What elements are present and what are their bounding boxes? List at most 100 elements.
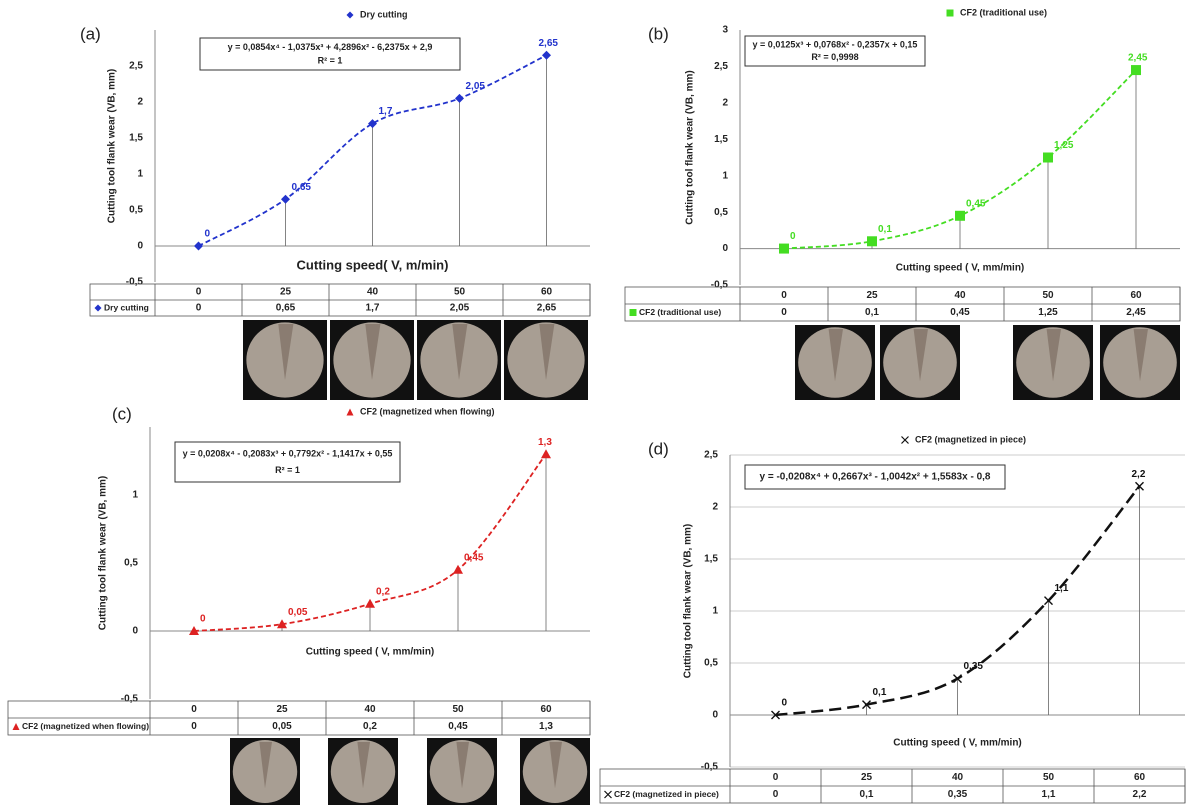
x-tick-label: 0 bbox=[196, 287, 202, 298]
point bbox=[277, 619, 287, 629]
point bbox=[867, 236, 877, 247]
photo-tool bbox=[828, 329, 843, 382]
x-tick-label: 25 bbox=[861, 772, 873, 783]
point bbox=[453, 564, 463, 574]
data-label: 0 bbox=[782, 698, 788, 709]
x-axis-label: Cutting speed( V, m/min) bbox=[297, 257, 449, 272]
chart-panel: (b) -0,5 0 0,5 1 1,5 2 2,5 3 Cutting tool flank w… bbox=[624, 7, 1181, 400]
x-axis-label: Cutting speed ( V, mm/min) bbox=[306, 647, 435, 658]
x-axis-label: Cutting speed ( V, mm/min) bbox=[896, 263, 1025, 274]
photo-tool bbox=[1046, 329, 1061, 382]
photo-tool bbox=[452, 324, 468, 380]
y-tick-label: 1,5 bbox=[704, 554, 718, 565]
trend-equation: y = 0,0125x³ + 0,0768x² - 0,2357x + 0,15 bbox=[753, 39, 918, 49]
table-value: 1,1 bbox=[1042, 789, 1056, 800]
y-tick-label: 2 bbox=[712, 502, 718, 513]
point bbox=[955, 210, 965, 221]
y-tick-label: 1 bbox=[722, 170, 728, 181]
data-label: 0 bbox=[790, 231, 796, 242]
legend-label: CF2 (traditional use) bbox=[639, 307, 721, 317]
y-axis-label: Cutting tool flank wear (VB, mm) bbox=[683, 524, 694, 678]
photo-tool bbox=[259, 742, 272, 789]
y-tick-label: 0,5 bbox=[124, 558, 138, 569]
x-tick-label: 50 bbox=[1043, 772, 1055, 783]
point bbox=[189, 626, 199, 635]
data-label: 2,2 bbox=[1132, 469, 1146, 480]
data-label: 0,65 bbox=[292, 182, 312, 193]
y-tick-label: 2,5 bbox=[129, 61, 143, 72]
y-tick-label: 0,5 bbox=[704, 658, 718, 669]
chart-title: CF2 (traditional use) bbox=[960, 7, 1047, 17]
point bbox=[1044, 596, 1053, 606]
legend-marker bbox=[346, 408, 354, 416]
trend-equation: y = 0,0208x⁴ - 0,2083x³ + 0,7792x² - 1,1… bbox=[183, 448, 393, 458]
y-axis-label: Cutting tool flank wear (VB, mm) bbox=[107, 69, 118, 223]
table-value: 0 bbox=[773, 789, 779, 800]
chart-panel: (d) -0,5 0 0,5 1 1,5 2 2,5 Cutting tool flank we… bbox=[599, 434, 1186, 804]
data-label: 0 bbox=[200, 614, 206, 625]
x-tick-label: 60 bbox=[1134, 772, 1146, 783]
point bbox=[1135, 481, 1144, 491]
data-label: 0,05 bbox=[288, 607, 308, 618]
data-label: 0,1 bbox=[878, 224, 892, 235]
legend-label: Dry cutting bbox=[104, 302, 149, 312]
legend-marker bbox=[901, 436, 909, 444]
point bbox=[365, 598, 375, 608]
y-tick-label: 0 bbox=[722, 243, 728, 254]
table-value: 2,45 bbox=[1126, 307, 1146, 318]
equation-box bbox=[744, 464, 1006, 490]
photo-tool bbox=[357, 742, 370, 789]
point bbox=[771, 710, 780, 720]
table-value: 0,65 bbox=[276, 303, 296, 314]
photo-tool bbox=[365, 324, 381, 380]
y-tick-label: 1,5 bbox=[129, 133, 143, 144]
table-value: 1,3 bbox=[539, 721, 553, 732]
y-tick-label: -0,5 bbox=[711, 280, 729, 291]
point bbox=[455, 93, 464, 103]
data-label: 1,1 bbox=[1055, 583, 1069, 594]
y-tick-label: 2 bbox=[137, 97, 143, 108]
r-squared: R² = 1 bbox=[318, 55, 343, 65]
y-tick-label: 2,5 bbox=[714, 61, 728, 72]
table-value: 2,05 bbox=[450, 303, 470, 314]
legend-marker bbox=[629, 309, 637, 316]
table-value: 0,2 bbox=[363, 721, 377, 732]
x-tick-label: 40 bbox=[954, 290, 966, 301]
y-tick-label: 0,5 bbox=[129, 205, 143, 216]
table-value: 2,2 bbox=[1133, 789, 1147, 800]
point bbox=[541, 449, 551, 459]
data-label: 0 bbox=[205, 229, 211, 240]
y-tick-label: 3 bbox=[722, 25, 728, 36]
x-axis-label: Cutting speed ( V, mm/min) bbox=[893, 738, 1022, 749]
y-tick-label: 2,5 bbox=[704, 450, 718, 461]
chart-panel: (a) -0,5 0 0,5 1 1,5 2 2,5 Cutting tool flank we… bbox=[80, 9, 591, 400]
y-tick-label: 1,5 bbox=[714, 134, 728, 145]
x-tick-label: 40 bbox=[364, 704, 376, 715]
photo-tool bbox=[456, 742, 469, 789]
photo-tool bbox=[913, 329, 928, 382]
point bbox=[281, 194, 290, 204]
point bbox=[862, 700, 871, 710]
legend-marker bbox=[946, 9, 954, 17]
point bbox=[779, 243, 789, 254]
photo-tool bbox=[539, 324, 555, 380]
data-label: 0,1 bbox=[873, 687, 887, 698]
data-label: 1,7 bbox=[379, 106, 393, 117]
table-value: 0,35 bbox=[948, 789, 968, 800]
trend-equation: y = -0,0208x⁴ + 0,2667x³ - 1,0042x² + 1,… bbox=[760, 472, 991, 483]
y-tick-label: -0,5 bbox=[126, 277, 144, 288]
table-value: 1,25 bbox=[1038, 307, 1058, 318]
table-value: 0 bbox=[191, 721, 197, 732]
point bbox=[542, 50, 551, 60]
table-value: 0 bbox=[196, 303, 202, 314]
y-tick-label: 0 bbox=[137, 241, 143, 252]
y-tick-label: 0,5 bbox=[714, 207, 728, 218]
y-tick-label: 2 bbox=[722, 97, 728, 108]
x-tick-label: 0 bbox=[781, 290, 787, 301]
y-tick-label: 1 bbox=[712, 606, 718, 617]
x-tick-label: 40 bbox=[367, 287, 379, 298]
table-value: 0,1 bbox=[860, 789, 874, 800]
data-label: 1,3 bbox=[538, 437, 552, 448]
y-axis-label: Cutting tool flank wear (VB, mm) bbox=[685, 70, 696, 224]
